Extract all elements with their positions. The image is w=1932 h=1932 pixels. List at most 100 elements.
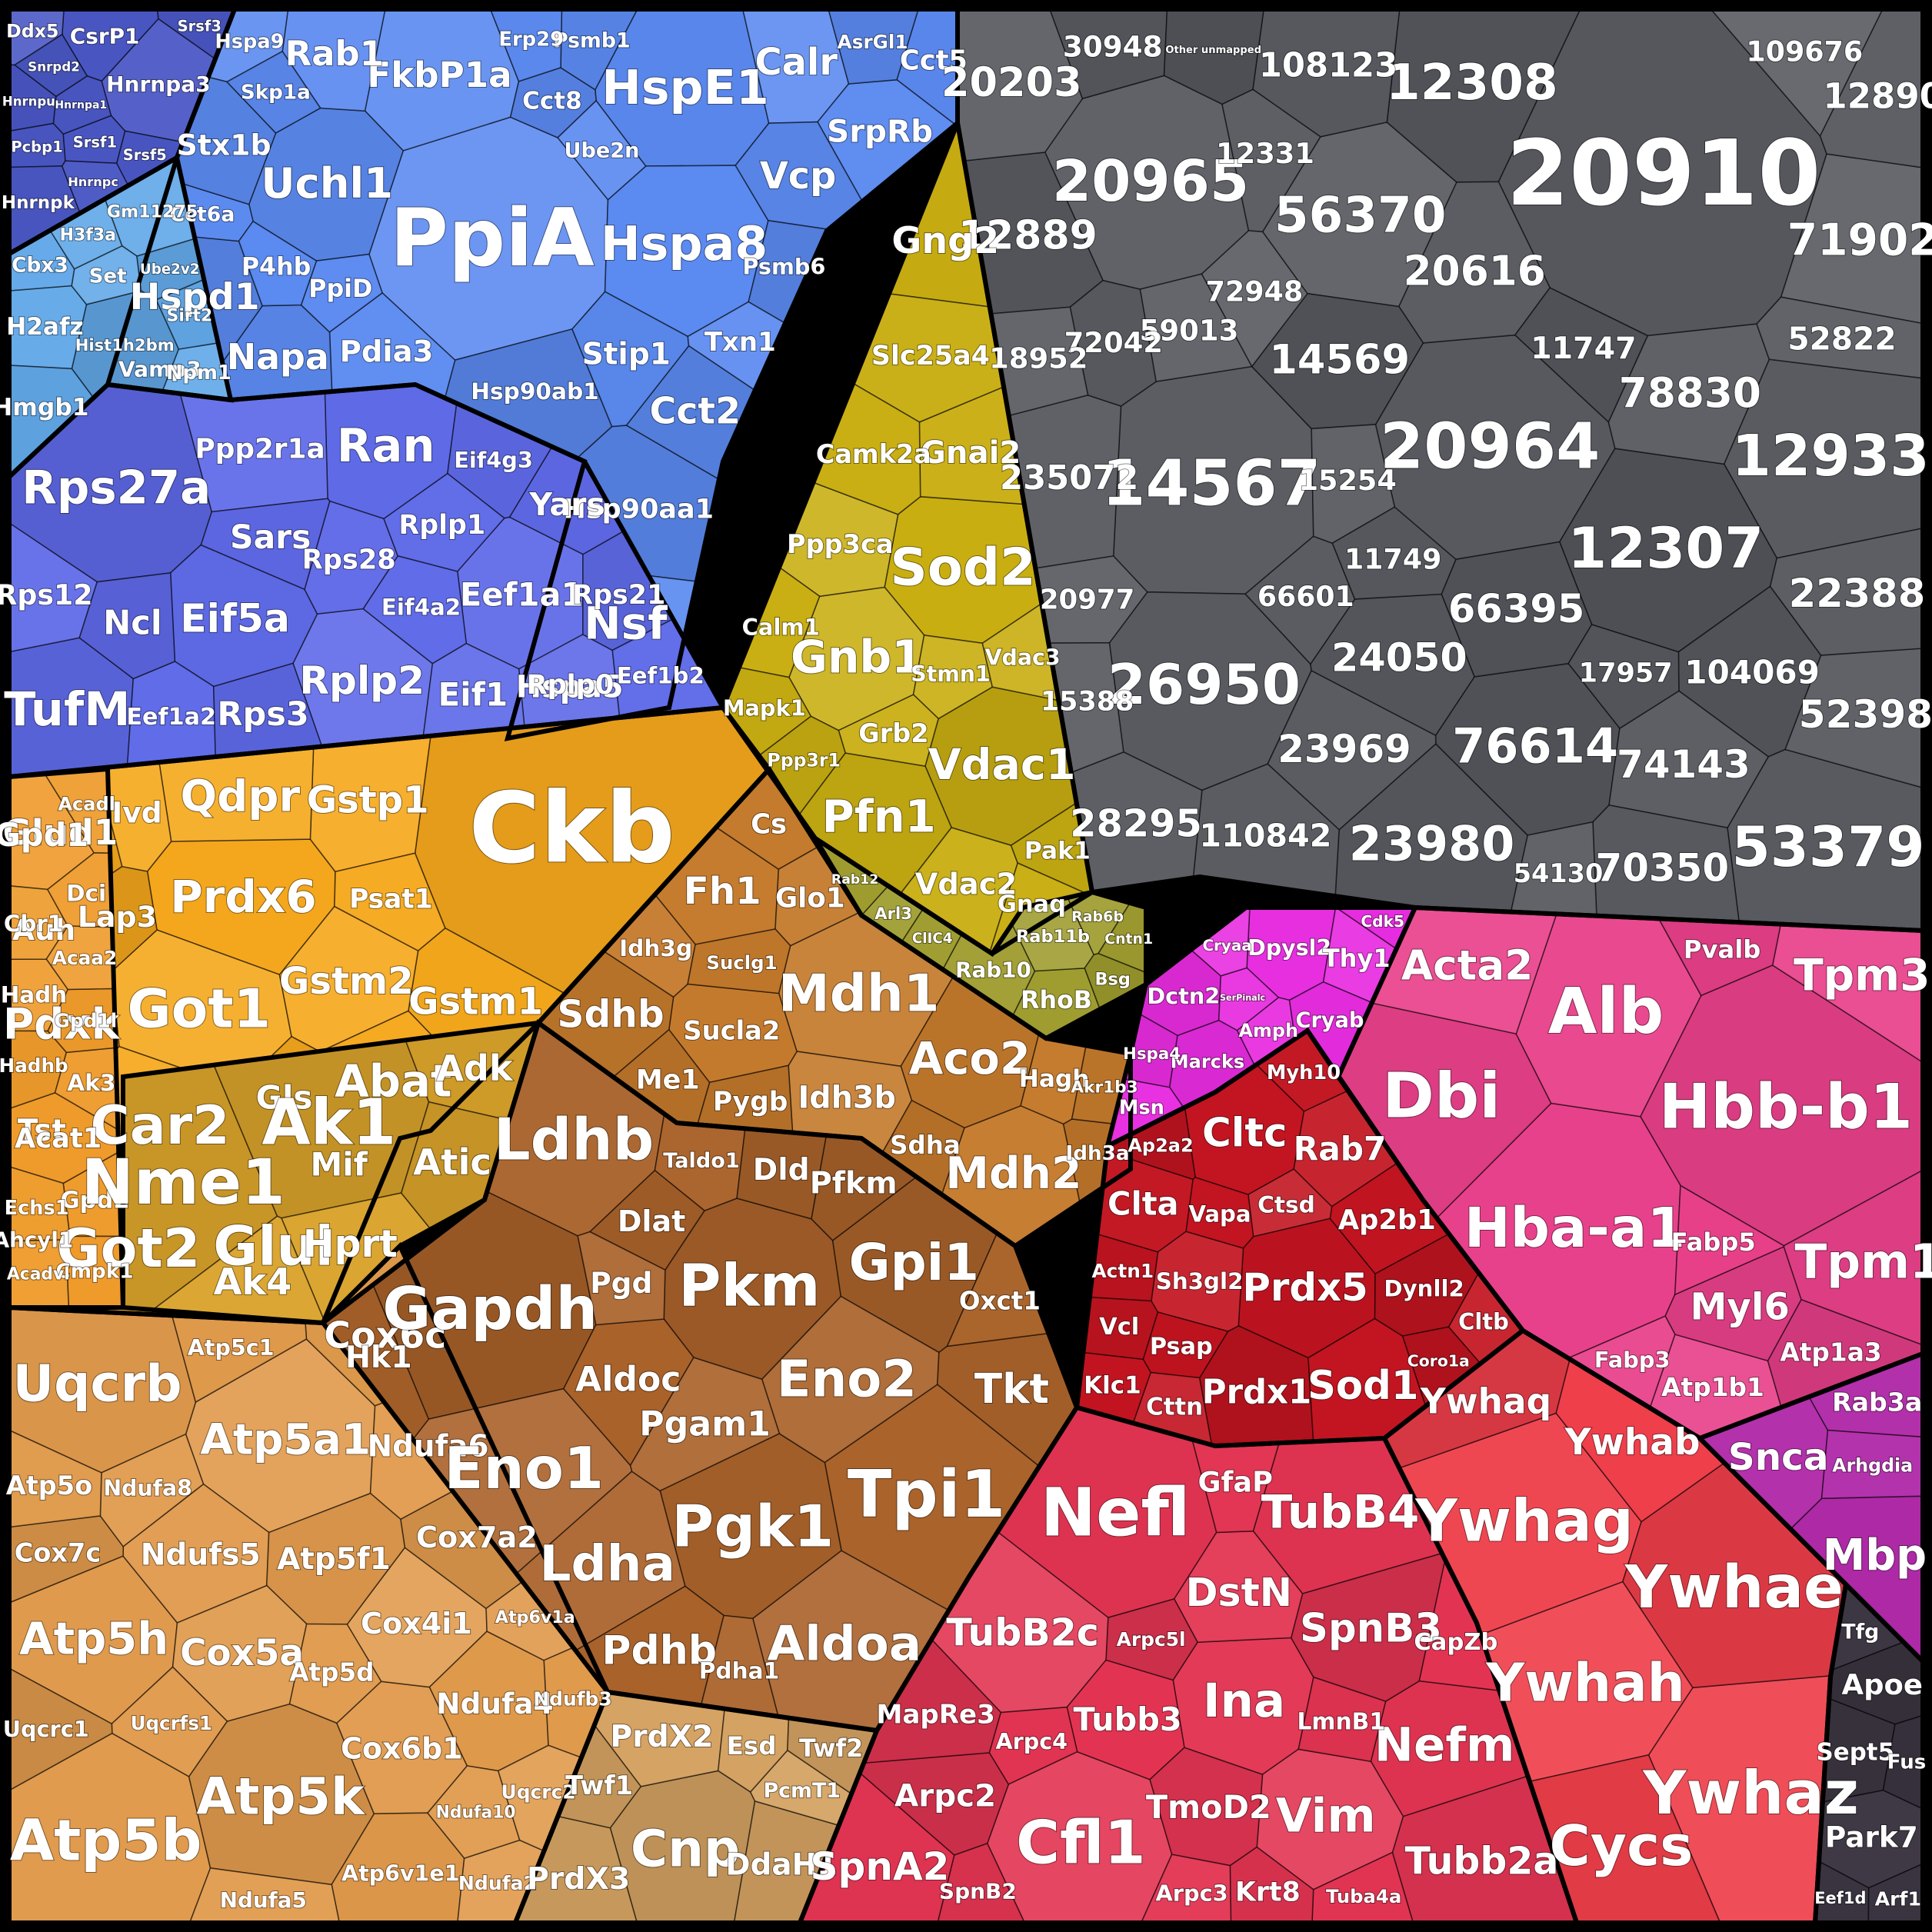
cell-label: Hist1h2bm	[75, 335, 175, 355]
cell-label: 59013	[1140, 315, 1239, 348]
cell-label: Pygb	[713, 1087, 788, 1118]
cell-label: Bsg	[1094, 969, 1130, 989]
cell-label: Vamp3	[118, 356, 202, 381]
cell-label: Arl3	[874, 904, 912, 923]
cell-arpc4	[988, 1706, 1078, 1785]
cell-label: 20977	[1040, 585, 1135, 616]
cell-label: Gpd1	[0, 816, 88, 854]
cell-label: Gnai2	[921, 435, 1021, 471]
cell-label: 11747	[1531, 331, 1636, 366]
cell-label: Cox7c	[15, 1537, 101, 1567]
cell-label: Ppp3ca	[787, 529, 894, 559]
cell-label: Cnp	[631, 1819, 740, 1878]
cell-label: Pdia3	[340, 335, 434, 369]
cell-label: Hnrnpa3	[106, 72, 211, 97]
cell-label: Idh3b	[798, 1081, 895, 1116]
cell-label: Rab12	[831, 872, 878, 888]
cell-label: Aldoa	[768, 1616, 922, 1672]
cell-label: Vapa	[1188, 1201, 1251, 1227]
cell-label: Atp6v1a	[495, 1607, 575, 1627]
cell-label: Hnrnpu	[2, 95, 55, 109]
cell-label: Cct8	[522, 88, 582, 115]
cell-label: Arpc4	[996, 1728, 1068, 1754]
cell-label: Ak1	[261, 1087, 396, 1160]
cell-label: Cox6b1	[341, 1731, 463, 1765]
cell-label: Gm11275	[107, 202, 198, 222]
cell-label: Echs1	[5, 1197, 69, 1220]
cell-label: Hspa8	[601, 216, 768, 271]
cell-label: Hagh	[1019, 1065, 1090, 1093]
cell-label: Ndufa5	[220, 1887, 307, 1913]
cell-label: Dbi	[1382, 1059, 1501, 1132]
cell-label: 108123	[1259, 47, 1397, 85]
cell-label: 53379	[1732, 815, 1925, 880]
cell-label: Uqcrfs1	[131, 1712, 212, 1734]
cell-label: Hnrnpc	[68, 175, 118, 189]
cell-label: Hadh	[1, 981, 67, 1008]
cell-ube2n	[557, 99, 647, 201]
cell-label: Psap	[1150, 1333, 1213, 1360]
cell-label: Gstm1	[408, 980, 543, 1023]
cell-label: Ivd	[112, 796, 162, 830]
cell-72948	[1201, 230, 1308, 368]
cell-label: Alb	[1548, 975, 1664, 1048]
cell-label: Fh1	[684, 870, 761, 913]
cell-label: Pdha1	[699, 1658, 780, 1684]
cell-label: Gstm2	[279, 960, 414, 1003]
cell-label: 24050	[1331, 635, 1467, 680]
cell-label: Arpc5l	[1117, 1628, 1186, 1651]
cell-label: Tuba4a	[1326, 1885, 1401, 1907]
cell-label: Esd	[727, 1731, 777, 1760]
cell-pgd	[577, 1231, 666, 1326]
cell-label: 71902	[1787, 215, 1932, 266]
cell-label: 235072	[1000, 459, 1138, 498]
cell-label: 72042	[1064, 326, 1163, 359]
cell-label: Acat1	[15, 1123, 102, 1154]
cell-label: Cox7a2	[416, 1521, 538, 1555]
cell-label: Psmb6	[742, 254, 825, 280]
cell-label: Aco2	[909, 1033, 1031, 1084]
cell-label: PrdX3	[527, 1861, 630, 1897]
cell-label: Arpc3	[1155, 1880, 1227, 1907]
cell-label: Cltc	[1202, 1110, 1287, 1156]
cell-uqcrfs1	[111, 1666, 228, 1777]
cell-label: Atp5a1	[200, 1415, 371, 1464]
cell-label: TubB2c	[946, 1611, 1099, 1655]
cell-label: Hspa4	[1123, 1044, 1181, 1064]
cell-label: Coro1a	[1407, 1351, 1470, 1370]
cell-label: Vdac2	[915, 867, 1018, 901]
cell-label: SerPinalc	[1220, 993, 1265, 1003]
cell-label: Acadl	[58, 794, 115, 815]
cell-label: Cs	[751, 809, 787, 841]
cell-label: Tubb2a	[1405, 1839, 1559, 1883]
cell-fabp5	[1674, 1184, 1785, 1296]
cell-label: Ywhaz	[1642, 1759, 1859, 1828]
cell-label: Vcp	[760, 155, 837, 198]
cell-label: Amph	[1239, 1020, 1299, 1041]
cell-label: Adk	[436, 1048, 514, 1089]
cell-label: Myh10	[1267, 1061, 1341, 1084]
cell-label: 76614	[1452, 718, 1618, 774]
cell-label: 23969	[1277, 727, 1411, 771]
cell-label: 20910	[1507, 121, 1821, 226]
cell-label: Cfl1	[1016, 1809, 1146, 1878]
cell-label: Nme1	[82, 1146, 285, 1219]
cell-label: Klc1	[1084, 1371, 1141, 1399]
cell-label: Napa	[227, 336, 329, 378]
cell-label: Pfn1	[822, 791, 936, 843]
cell-sars	[200, 498, 331, 591]
cell-label: Ndufa4	[436, 1687, 553, 1720]
cell-label: Cct2	[650, 391, 741, 433]
cell-label: Txn1	[705, 327, 776, 358]
cell-label: Mdh2	[945, 1148, 1081, 1199]
cell-label: Ndufa6	[368, 1429, 489, 1464]
cell-label: Hnrnpk	[2, 193, 75, 213]
cell-label: Sars	[230, 518, 311, 556]
cell-label: Cycs	[1549, 1814, 1693, 1879]
cell-label: Ldha	[539, 1535, 675, 1593]
cell-label: Actn1	[1091, 1260, 1154, 1282]
cell-label: Prdx5	[1242, 1265, 1367, 1310]
cell-label: Akr1b3	[1071, 1078, 1138, 1098]
cell-label: Msn	[1119, 1097, 1164, 1120]
cell-label: 72948	[1206, 275, 1304, 308]
